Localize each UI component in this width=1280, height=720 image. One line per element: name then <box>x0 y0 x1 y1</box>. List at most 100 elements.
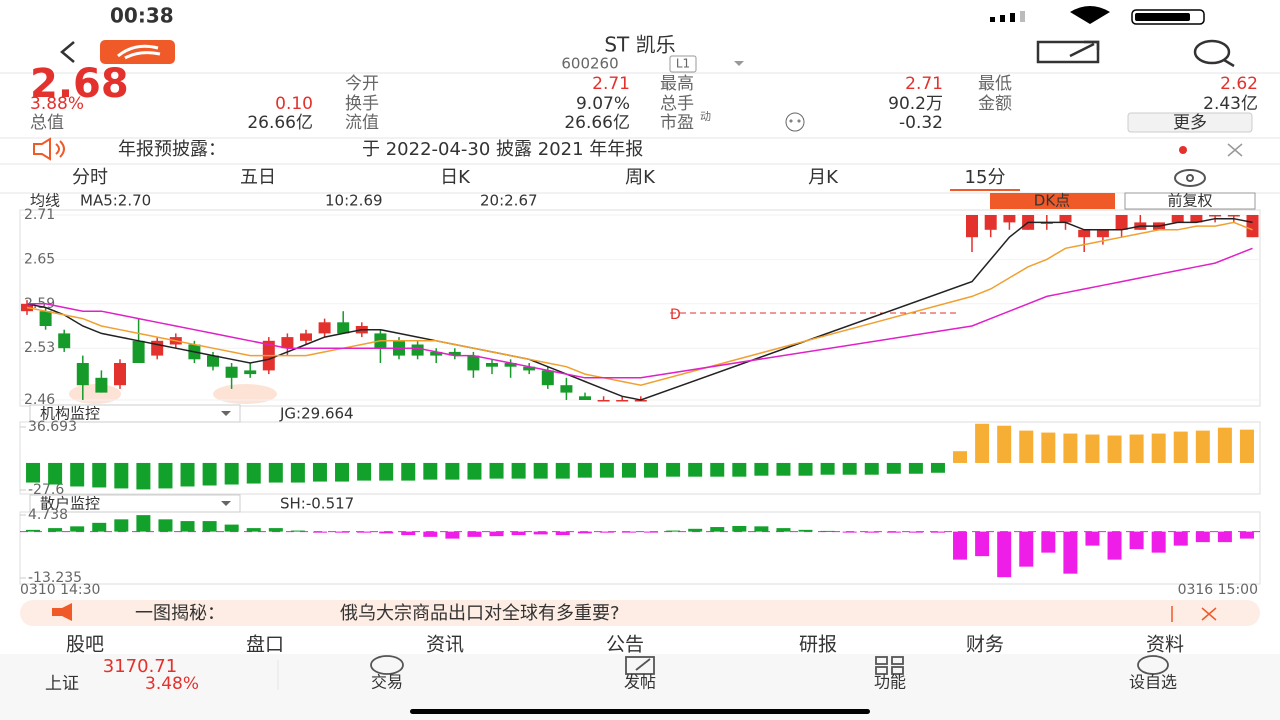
bar <box>688 462 703 477</box>
bar <box>953 451 968 463</box>
action[interactable]: 交易 <box>371 673 403 692</box>
jg-chart: 36.693 -27.6 <box>20 419 1254 498</box>
y-tick-label: 2.71 <box>24 207 55 223</box>
action[interactable]: 功能 <box>874 673 906 692</box>
tab[interactable]: 周K <box>625 167 656 188</box>
jg-selector[interactable] <box>29 404 241 423</box>
adjust-button[interactable] <box>1124 192 1256 210</box>
field-value: 26.66亿 <box>564 113 630 133</box>
news-banner[interactable] <box>20 600 1260 626</box>
bar <box>158 462 173 489</box>
stock-title: ST 凯乐 <box>604 33 675 57</box>
sub-tab[interactable]: 股吧 <box>66 634 104 656</box>
bar <box>180 521 195 532</box>
bar <box>268 528 283 532</box>
candle-body <box>504 363 517 367</box>
action[interactable]: 发帖 <box>624 673 656 692</box>
dk-label: DK点 <box>1034 192 1070 210</box>
stock-code: 600260 <box>561 55 618 73</box>
tab[interactable]: 月K <box>808 167 839 188</box>
candle-body <box>411 344 424 356</box>
bar <box>467 531 482 537</box>
pe-info-icon[interactable] <box>785 112 805 132</box>
bar <box>489 531 504 537</box>
dk-button[interactable] <box>990 193 1115 209</box>
bar <box>489 462 504 479</box>
bar <box>48 462 63 485</box>
search-button[interactable] <box>1193 39 1235 68</box>
quote-fields: 今开 2.71 最高 2.71 最低 2.62 换手 9.07% 总手 90.2万 金额 2.43亿总… <box>30 74 1258 133</box>
candle-body <box>984 215 997 230</box>
bar <box>48 528 63 532</box>
more-button[interactable] <box>1127 112 1253 133</box>
close-notice[interactable] <box>1227 143 1243 157</box>
tab[interactable]: 五日 <box>240 167 276 188</box>
sub-tab[interactable]: 资讯 <box>426 634 464 656</box>
settings-icon[interactable] <box>1174 169 1206 187</box>
level-caret[interactable] <box>734 61 744 66</box>
bar <box>666 530 681 532</box>
bar <box>180 462 195 487</box>
bar <box>1041 531 1056 553</box>
tab[interactable]: 日K <box>440 167 471 188</box>
index-value: 3170.71 <box>103 656 177 677</box>
kline-chart: 2.712.652.592.532.46 <box>20 207 1260 408</box>
change-abs: 0.10 <box>275 94 313 114</box>
bar <box>1085 531 1100 546</box>
tab[interactable]: 15分 <box>965 167 1006 188</box>
index-pct: 3.48% <box>145 674 199 694</box>
bar <box>1173 431 1188 463</box>
bar <box>224 524 239 532</box>
sh-label: 散户监控 <box>40 495 100 513</box>
dk-marker: D <box>670 307 681 323</box>
sub-tab[interactable]: 财务 <box>966 634 1004 656</box>
home-indicator <box>410 709 870 714</box>
sh-selector[interactable] <box>29 494 241 513</box>
share-button[interactable] <box>1036 40 1100 64</box>
bar <box>423 462 438 480</box>
bar <box>357 462 372 481</box>
bar <box>246 462 261 484</box>
bar <box>776 462 791 476</box>
banner-label: 一图揭秘： <box>135 603 225 624</box>
sub-tabs: 股吧 盘口 资讯 公告 研报 财务 资料 <box>66 634 1184 656</box>
ma-line <box>26 221 1253 386</box>
action[interactable]: 设自选 <box>1129 673 1177 692</box>
candle-body <box>1096 229 1109 238</box>
bar <box>1019 531 1034 567</box>
sub-tab[interactable]: 资料 <box>1146 634 1184 656</box>
banner-close[interactable] <box>1171 606 1217 622</box>
bar <box>798 529 813 532</box>
y-tick-label: 2.65 <box>24 251 55 267</box>
pe-sup: 动 <box>700 110 711 123</box>
candle-body <box>579 396 591 400</box>
bar <box>92 462 107 488</box>
bar <box>798 462 813 476</box>
bar <box>312 462 327 482</box>
back-button[interactable] <box>60 41 75 63</box>
bar <box>930 531 945 533</box>
bar <box>710 527 725 532</box>
bar <box>1195 430 1210 463</box>
candle-body <box>1227 215 1240 217</box>
sub-tab[interactable]: 公告 <box>606 634 644 656</box>
bar <box>70 462 85 487</box>
adjust-label: 前复权 <box>1167 192 1212 210</box>
candle-body <box>1115 215 1128 230</box>
bar <box>246 528 261 532</box>
y-tick-label: -27.6 <box>28 482 64 498</box>
jg-reading: JG:29.664 <box>279 405 354 423</box>
sub-tab[interactable]: 盘口 <box>246 634 284 656</box>
sub-tab[interactable]: 研报 <box>799 634 837 656</box>
bar <box>555 531 570 536</box>
level-box <box>669 55 697 73</box>
action-icons <box>370 655 1169 675</box>
change-pct: 3.88% <box>30 94 84 114</box>
bar <box>379 531 394 534</box>
candle-body <box>1078 229 1091 238</box>
period-tabs: 分时 五日 日K 周K 月K 15分 <box>72 167 1020 191</box>
tab[interactable]: 分时 <box>72 167 108 188</box>
bar <box>975 531 990 557</box>
y-tick-label: -13.235 <box>28 570 82 586</box>
